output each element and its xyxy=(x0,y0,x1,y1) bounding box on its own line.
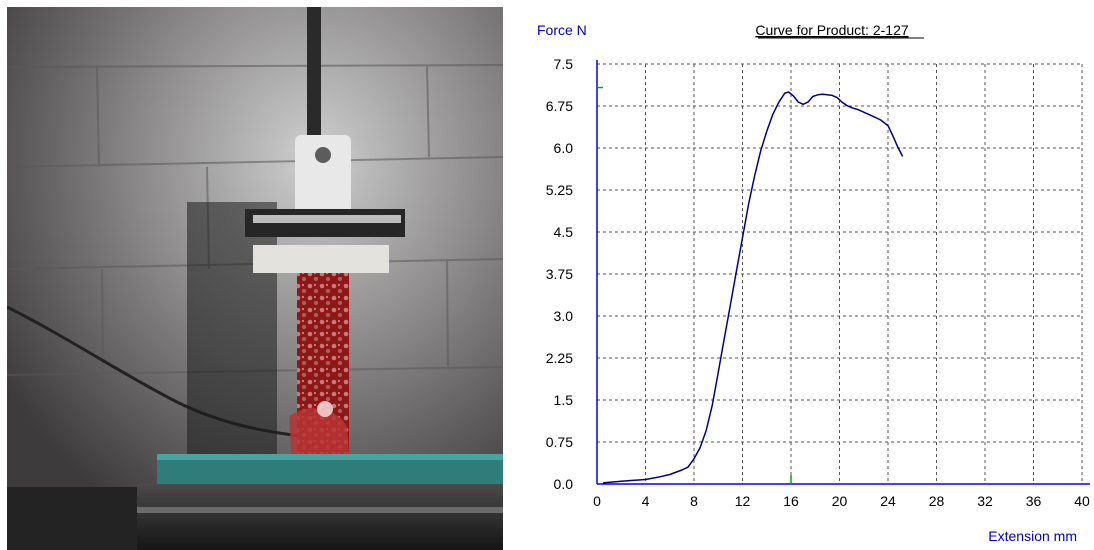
x-tick-label: 36 xyxy=(1026,493,1042,509)
x-tick-label: 28 xyxy=(929,493,945,509)
x-tick-label: 24 xyxy=(880,493,896,509)
y-axis-title: Force N xyxy=(537,22,587,38)
y-tick-label: 0.75 xyxy=(546,434,573,450)
y-tick-label: 6.75 xyxy=(546,98,573,114)
photo-illustration xyxy=(7,7,503,550)
tensile-test-photo xyxy=(7,7,503,550)
y-tick-label: 3.0 xyxy=(554,308,574,324)
y-tick-label: 1.5 xyxy=(554,392,574,408)
y-tick-label: 6.0 xyxy=(554,140,574,156)
y-tick-label: 0.0 xyxy=(554,476,574,492)
x-tick-label: 32 xyxy=(977,493,993,509)
force-extension-curve xyxy=(603,91,904,484)
x-tick-label: 12 xyxy=(735,493,751,509)
x-tick-label: 0 xyxy=(593,493,601,509)
chart-title: Curve for Product: 2-127 xyxy=(755,22,909,38)
y-tick-label: 7.5 xyxy=(554,56,574,72)
y-tick-label: 3.75 xyxy=(546,266,573,282)
force-extension-chart: 0 4 8 12 16 20 24 28 32 36 40 0.0 0.75 1.5 2.25 3.0 3.75… xyxy=(520,0,1094,550)
chart-svg: 0 4 8 12 16 20 24 28 32 36 40 0.0 0.75 1.5 2.25 3.0 3.75… xyxy=(537,22,1090,544)
x-tick-label: 4 xyxy=(642,493,650,509)
y-tick-label: 4.5 xyxy=(554,224,574,240)
x-tick-label: 8 xyxy=(690,493,698,509)
x-tick-label: 16 xyxy=(783,493,799,509)
x-axis-title: Extension mm xyxy=(988,528,1077,544)
y-tick-label: 2.25 xyxy=(546,350,573,366)
y-tick-label: 5.25 xyxy=(546,182,573,198)
x-tick-label: 40 xyxy=(1074,493,1090,509)
x-tick-label: 20 xyxy=(832,493,848,509)
